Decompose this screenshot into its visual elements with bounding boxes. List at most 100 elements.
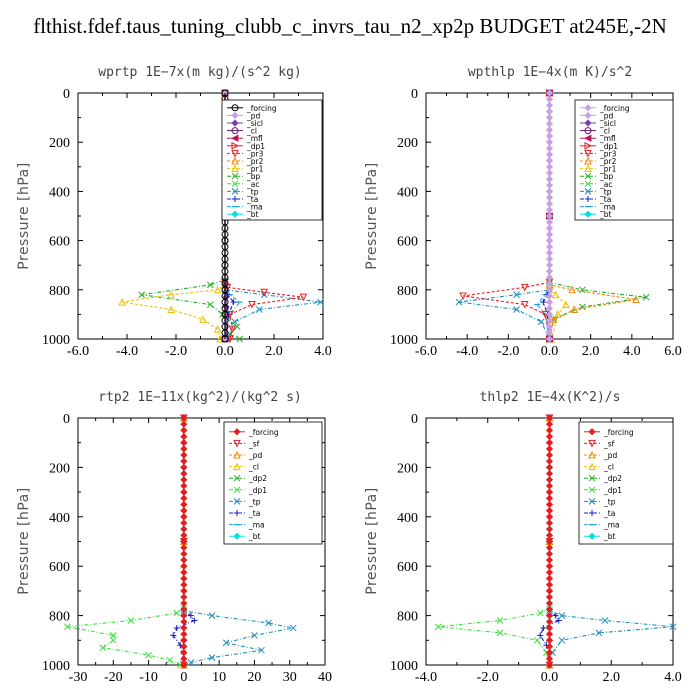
data-point [166,656,174,664]
legend-marker [588,462,596,471]
legend-label: _forcing [246,104,277,113]
data-point [545,169,554,177]
data-point [545,181,554,189]
data-point [145,651,152,659]
x-tick-label: -2.0 [165,344,187,359]
data-point [173,609,181,617]
data-point [180,544,188,552]
chart-title: wprtp 1E−7x(m kg)/(s^2 kg) [98,65,302,80]
legend-label: _sicl [246,119,263,128]
data-point [180,630,188,638]
data-point [545,267,554,275]
x-tick-label: 4.0 [664,670,682,685]
data-point [545,138,554,146]
data-point [545,568,554,576]
legend-marker [231,134,239,142]
data-point [206,301,214,308]
data-point [545,126,554,134]
x-tick-label: -6.0 [67,344,89,359]
legend-label: _pd [599,111,614,120]
data-point [551,290,560,299]
data-point [258,646,265,654]
data-point [549,315,558,323]
x-tick-label: -4.0 [116,344,138,359]
data-point [545,556,554,564]
data-point [180,494,188,502]
y-axis-label: Pressure [hPa] [16,162,32,269]
y-tick-label: 800 [49,284,70,299]
y-tick-label: 200 [397,461,418,476]
data-point [545,298,554,306]
y-tick-label: 800 [397,610,418,625]
data-point [180,587,188,595]
legend-marker [231,119,239,127]
data-point [545,335,554,343]
legend-label: _cl [599,127,610,136]
data-point [118,297,126,306]
data-point [579,303,586,311]
data-point [540,624,547,631]
legend-marker [584,111,592,119]
data-point [545,144,554,152]
data-point [180,556,188,564]
data-point [545,132,554,140]
data-point [265,619,272,627]
data-point [545,432,554,441]
legend-label: _pr1 [246,165,264,174]
data-point [180,568,188,576]
legend-marker [584,172,592,180]
y-tick-label: 1000 [390,659,418,674]
legend-label: _dp2 [603,474,622,483]
data-point [180,439,188,447]
legend-label: _cl [603,463,614,472]
x-tick-label: -4.0 [415,670,437,685]
legend-label: _ma [248,521,265,530]
legend-label: _forcing [248,428,279,437]
legend-marker [584,210,592,218]
data-point [545,581,554,589]
data-point [180,525,188,533]
legend-label: _ma [603,521,620,530]
legend: _forcing _sf _pd _cl _dp2 _dp1 _tp _ta _ma _bt [223,421,323,545]
legend-marker [584,180,592,188]
legend-marker [231,210,239,218]
data-point [545,101,554,109]
x-tick-label: 6.0 [664,344,682,359]
legend-label: _bp [246,172,261,181]
data-point [545,107,554,116]
data-point [180,457,188,465]
data-point [199,315,207,323]
legend-marker [233,450,241,459]
data-point [180,420,188,428]
data-point [180,550,188,558]
data-point [206,281,214,289]
y-tick-label: 0 [63,412,70,427]
legend-label: _dp1 [599,142,618,151]
data-point [545,157,554,165]
data-point [545,120,554,128]
legend-label: _ac [246,180,259,189]
data-point [545,224,554,232]
legend: _forcing _sf _pd _cl _dp2 _dp1 _tp _ta _ma _bt [578,421,674,545]
legend-marker [584,164,592,173]
legend-marker [231,180,239,188]
legend-label: _tp [599,187,612,196]
data-point [180,531,188,539]
figure-title: flthist.fdef.taus_tuning_clubb_c_invrs_t… [33,14,667,38]
x-tick-label: 0.0 [216,344,234,359]
data-point [109,632,117,639]
legend-label: _dp2 [248,474,267,483]
legend-marker [584,149,592,158]
series-group [434,413,677,670]
data-point [545,482,554,490]
x-tick-label: 2.0 [265,344,283,359]
data-point [545,593,554,601]
data-point [248,301,256,309]
data-point [545,261,554,269]
x-tick-label: -30 [69,670,88,685]
y-tick-label: 200 [49,136,70,151]
data-point [180,451,188,459]
legend-label: _bp [599,172,614,181]
series-line-ta [172,418,196,666]
chart-panel-4: thlp2 1E−4x(K^2)/s Pressure [hPa] -4.0 -2.0… [364,390,682,685]
